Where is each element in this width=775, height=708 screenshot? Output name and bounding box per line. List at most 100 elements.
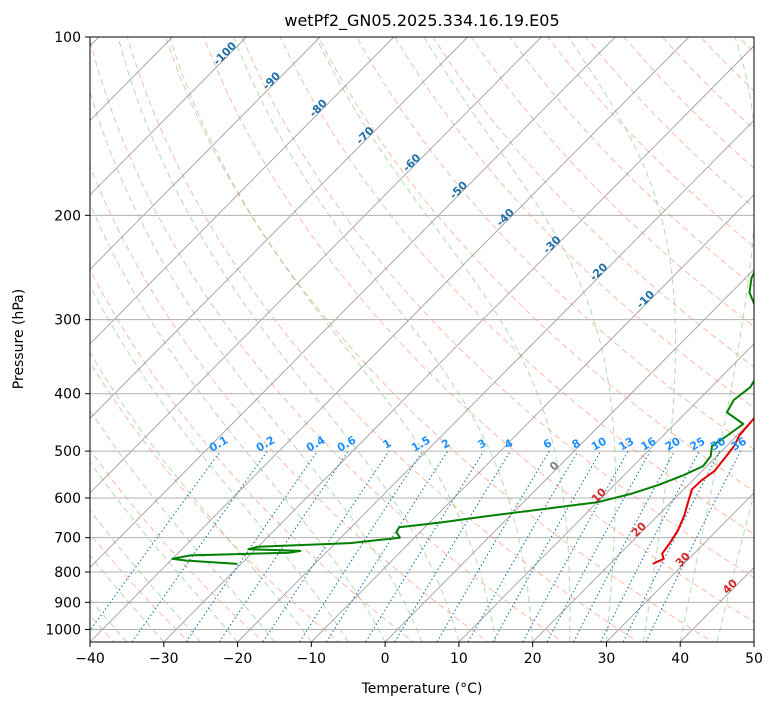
moist-adiabat-line <box>90 284 349 642</box>
mixing-ratio-label: 6 <box>541 436 554 451</box>
moist-adiabats <box>90 37 754 642</box>
isotherm-line <box>90 37 321 271</box>
moist-adiabat-line <box>567 37 677 642</box>
isotherm-line <box>384 268 754 642</box>
contour-labels: 0.1 0.2 0.4 0.6 1 1.5 2 3 4 6 8 10 13 16 20 25 30 36-100-… <box>207 39 749 597</box>
y-tick-label: 300 <box>54 313 81 329</box>
moist-adiabat-line <box>90 598 128 642</box>
mixing-ratio-line <box>522 450 629 642</box>
dry-adiabat-label: -70 <box>353 124 376 147</box>
y-tick-label: 700 <box>54 531 81 547</box>
y-tick-label: 800 <box>54 565 81 581</box>
dry-adiabat-line <box>317 37 754 492</box>
isotherms <box>90 37 754 642</box>
isotherm-line <box>237 119 754 642</box>
dry-adiabat-label: 40 <box>720 576 740 596</box>
moist-adiabat-line <box>90 202 386 642</box>
moist-adiabat-line <box>90 461 238 642</box>
y-tick-label: 1000 <box>45 622 81 638</box>
dry-adiabat-label: -10 <box>634 288 657 311</box>
y-tick-label: 100 <box>54 30 81 46</box>
isotherm-line <box>90 37 468 420</box>
mixing-ratio-label: 1 <box>381 437 394 452</box>
isotherm-line <box>90 37 616 569</box>
mixing-ratio-line <box>394 450 511 642</box>
mixing-ratio-line <box>131 450 268 642</box>
mixing-ratio-line <box>185 450 318 642</box>
dry-adiabat-label: -40 <box>494 206 517 229</box>
plot-area: 0.1 0.2 0.4 0.6 1 1.5 2 3 4 6 8 10 13 16 20 25 30 36-100-… <box>90 37 754 642</box>
mixing-ratio-line <box>325 450 449 642</box>
dewpoint-line <box>171 270 754 565</box>
moist-adiabat-line <box>423 37 616 642</box>
dry-adiabat-line <box>241 37 754 579</box>
x-tick-label: −40 <box>75 651 105 667</box>
x-tick-label: 0 <box>381 651 390 667</box>
dry-adiabat-line <box>90 448 265 642</box>
dry-adiabat-line <box>90 532 190 642</box>
moist-adiabat-line <box>716 491 754 642</box>
x-tick-label: −10 <box>297 651 327 667</box>
moist-adiabat-line <box>315 37 571 642</box>
isotherm-line <box>90 37 395 345</box>
moist-adiabat-line <box>90 90 423 642</box>
dry-adiabat-line <box>279 37 754 535</box>
moist-adiabat-line <box>90 351 312 642</box>
dry-adiabat-label: -30 <box>540 233 563 256</box>
moist-adiabat-line <box>169 37 497 642</box>
isotherm-line <box>90 37 542 494</box>
x-tick-label: 40 <box>671 651 689 667</box>
isotherm-line <box>90 37 247 196</box>
moist-adiabat-line <box>90 409 275 642</box>
pressure-gridlines <box>90 37 754 630</box>
isotherm-line <box>679 566 754 642</box>
dry-adiabat-line <box>432 37 754 368</box>
mixing-ratio-line <box>90 450 221 632</box>
temperature-line <box>652 416 754 565</box>
isotherm-line <box>606 492 754 642</box>
isotherm-line <box>458 343 754 642</box>
x-tick-label: 50 <box>745 651 763 667</box>
moist-adiabat-line <box>233 37 534 642</box>
y-tick-label: 900 <box>54 595 81 611</box>
mixing-ratio-line <box>546 450 651 642</box>
dry-adiabats <box>90 37 754 642</box>
y-tick-label: 500 <box>54 444 81 460</box>
x-tick-label: 30 <box>598 651 616 667</box>
dry-adiabat-line <box>738 37 754 53</box>
isotherm-line <box>90 37 690 642</box>
dry-adiabat-line <box>508 37 754 287</box>
dry-adiabat-label: -90 <box>260 69 283 92</box>
dry-adiabat-line <box>700 37 754 92</box>
mixing-ratio-line <box>645 450 742 642</box>
plot-frame <box>89 36 755 643</box>
moist-adiabat-line <box>679 37 754 642</box>
moist-adiabat-line <box>753 639 754 642</box>
dry-adiabat-line <box>623 37 754 169</box>
x-tick-label: 20 <box>524 651 542 667</box>
dry-adiabat-label: -60 <box>400 151 423 174</box>
mixing-ratio-line <box>573 450 675 642</box>
x-axis-label: Temperature (°C) <box>361 681 483 697</box>
mixing-ratio-line <box>218 450 349 642</box>
mixing-ratio-label: 4 <box>502 436 515 451</box>
moist-adiabat-line <box>90 509 202 642</box>
moist-adiabat-line <box>117 37 460 642</box>
y-tick-label: 400 <box>54 387 81 403</box>
moist-adiabat-line <box>90 554 165 642</box>
isotherm-line <box>753 641 754 642</box>
x-axis-ticks: −40 −30 −20 −10 0 10 20 30 40 50 <box>75 642 763 667</box>
dry-adiabat-label: -100 <box>211 39 240 68</box>
dry-adiabat-line <box>470 37 754 327</box>
mixing-ratio-line <box>262 450 390 642</box>
chart-title: wetPf2_GN05.2025.334.16.19.E05 <box>284 11 559 31</box>
dry-adiabat-label: -50 <box>447 178 470 201</box>
dry-adiabat-label: -20 <box>587 260 610 283</box>
mixing-ratio-line <box>622 450 721 642</box>
dry-adiabat-label: -80 <box>307 96 330 119</box>
isotherm-line <box>311 194 754 642</box>
mixing-ratio-line <box>492 450 602 642</box>
isotherm-line <box>532 417 754 642</box>
x-tick-label: −30 <box>149 651 179 667</box>
